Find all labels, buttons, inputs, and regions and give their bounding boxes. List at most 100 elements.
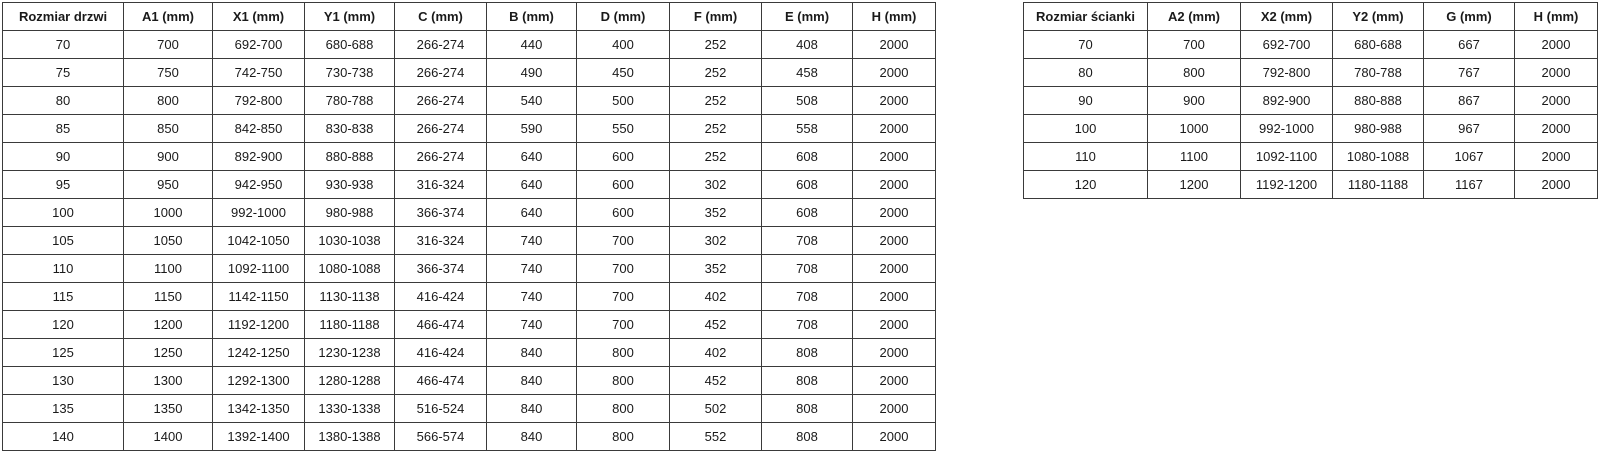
table-row: 75 750 742-750 730-738 266-274 490 450 252 458 20… <box>2 58 936 87</box>
table-cell: 830-838 <box>304 114 395 143</box>
column-header: Y2 (mm) <box>1332 2 1424 31</box>
table-cell: 566-574 <box>394 422 487 451</box>
table-cell: 1050 <box>123 226 213 255</box>
table-cell: 125 <box>2 338 124 367</box>
table-cell: 1167 <box>1423 170 1515 199</box>
door-size-table: Rozmiar drzwi A1 (mm) X1 (mm) Y1 (mm) C (mm)… <box>2 2 936 451</box>
table-cell: 366-374 <box>394 198 487 227</box>
table-row: 70 700 692-700 680-688 266-274 440 400 252 408 20… <box>2 30 936 59</box>
table-cell: 1392-1400 <box>212 422 305 451</box>
table-cell: 110 <box>1023 142 1148 171</box>
column-header: Rozmiar drzwi <box>2 2 124 31</box>
table-cell: 466-474 <box>394 310 487 339</box>
table-row: 135 1350 1342-1350 1330-1338 516-524 840 800 50… <box>2 394 936 423</box>
column-header: X2 (mm) <box>1240 2 1333 31</box>
table-cell: 708 <box>761 254 853 283</box>
table-cell: 266-274 <box>394 86 487 115</box>
table-cell: 700 <box>1147 30 1241 59</box>
table-cell: 130 <box>2 366 124 395</box>
table-cell: 558 <box>761 114 853 143</box>
table-cell: 608 <box>761 170 853 199</box>
table-cell: 85 <box>2 114 124 143</box>
table-cell: 508 <box>761 86 853 115</box>
table-cell: 700 <box>576 226 670 255</box>
table-cell: 2000 <box>852 198 936 227</box>
table-cell: 1080-1088 <box>304 254 395 283</box>
table-cell: 942-950 <box>212 170 305 199</box>
table-cell: 70 <box>2 30 124 59</box>
table-cell: 808 <box>761 422 853 451</box>
table-cell: 600 <box>576 142 670 171</box>
table-cell: 252 <box>669 142 762 171</box>
table-cell: 2000 <box>852 422 936 451</box>
table-cell: 80 <box>1023 58 1148 87</box>
column-header: E (mm) <box>761 2 853 31</box>
table-row: 125 1250 1242-1250 1230-1238 416-424 840 800 40… <box>2 338 936 367</box>
table-cell: 1042-1050 <box>212 226 305 255</box>
column-header: A1 (mm) <box>123 2 213 31</box>
table-cell: 800 <box>576 422 670 451</box>
table-cell: 135 <box>2 394 124 423</box>
table-cell: 600 <box>576 198 670 227</box>
table-cell: 1200 <box>1147 170 1241 199</box>
table-cell: 1067 <box>1423 142 1515 171</box>
table-cell: 2000 <box>852 170 936 199</box>
table-cell: 452 <box>669 366 762 395</box>
table-row: 140 1400 1392-1400 1380-1388 566-574 840 800 55… <box>2 422 936 451</box>
table-cell: 2000 <box>852 86 936 115</box>
table-cell: 1242-1250 <box>212 338 305 367</box>
table-cell: 1180-1188 <box>1332 170 1424 199</box>
table-cell: 100 <box>1023 114 1148 143</box>
table-cell: 302 <box>669 226 762 255</box>
table-row: 85 850 842-850 830-838 266-274 590 550 252 558 20… <box>2 114 936 143</box>
table-cell: 600 <box>576 170 670 199</box>
table-cell: 540 <box>486 86 577 115</box>
table-cell: 266-274 <box>394 58 487 87</box>
table-cell: 452 <box>669 310 762 339</box>
table-cell: 900 <box>123 142 213 171</box>
table-cell: 850 <box>123 114 213 143</box>
table-cell: 2000 <box>852 254 936 283</box>
table-cell: 950 <box>123 170 213 199</box>
table-cell: 1180-1188 <box>304 310 395 339</box>
column-header: F (mm) <box>669 2 762 31</box>
table-cell: 2000 <box>852 366 936 395</box>
table-row: 120 1200 1192-1200 1180-1188 1167 2000 <box>1023 170 1598 199</box>
table-cell: 992-1000 <box>212 198 305 227</box>
table-cell: 808 <box>761 338 853 367</box>
table-cell: 800 <box>1147 58 1241 87</box>
table-cell: 1150 <box>123 282 213 311</box>
table-cell: 808 <box>761 394 853 423</box>
table-cell: 2000 <box>852 226 936 255</box>
table-row: 105 1050 1042-1050 1030-1038 316-324 740 700 30… <box>2 226 936 255</box>
table-cell: 266-274 <box>394 30 487 59</box>
table-cell: 2000 <box>1514 86 1598 115</box>
table-cell: 352 <box>669 198 762 227</box>
table-row: 90 900 892-900 880-888 867 2000 <box>1023 86 1598 115</box>
table-cell: 900 <box>1147 86 1241 115</box>
table-cell: 1380-1388 <box>304 422 395 451</box>
table-cell: 252 <box>669 58 762 87</box>
table-cell: 640 <box>486 198 577 227</box>
table-cell: 740 <box>486 310 577 339</box>
table-cell: 730-738 <box>304 58 395 87</box>
table-cell: 440 <box>486 30 577 59</box>
table-cell: 800 <box>576 394 670 423</box>
table-cell: 500 <box>576 86 670 115</box>
table-cell: 1300 <box>123 366 213 395</box>
wall-size-table: Rozmiar ścianki A2 (mm) X2 (mm) Y2 (mm) G (m… <box>1023 2 1598 199</box>
table-cell: 2000 <box>852 310 936 339</box>
table-cell: 252 <box>669 30 762 59</box>
table-cell: 1000 <box>1147 114 1241 143</box>
table-cell: 700 <box>123 30 213 59</box>
table-cell: 840 <box>486 366 577 395</box>
table-cell: 840 <box>486 422 577 451</box>
table-cell: 840 <box>486 394 577 423</box>
table-cell: 792-800 <box>212 86 305 115</box>
table-cell: 967 <box>1423 114 1515 143</box>
table-cell: 1342-1350 <box>212 394 305 423</box>
table-cell: 140 <box>2 422 124 451</box>
table-cell: 1100 <box>123 254 213 283</box>
column-header: H (mm) <box>1514 2 1598 31</box>
table-cell: 1350 <box>123 394 213 423</box>
